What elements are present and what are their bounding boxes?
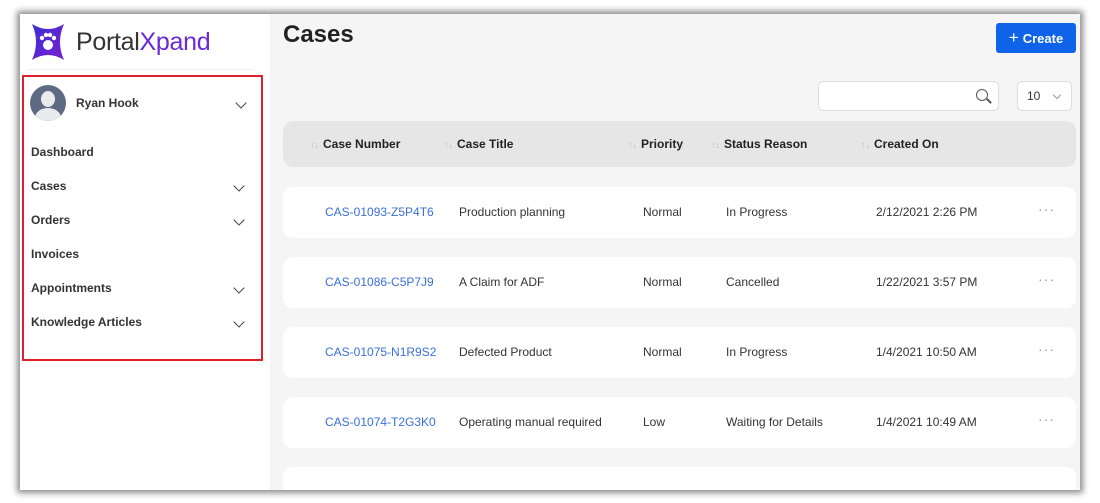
chevron-down-icon[interactable] xyxy=(233,316,245,328)
page-size-value: 10 xyxy=(1027,89,1041,103)
sort-icon[interactable]: ↑↓ xyxy=(310,140,319,150)
app-window: PortalXpand Ryan Hook Dashboard Cases Or… xyxy=(20,14,1080,490)
priority: Normal xyxy=(643,205,682,219)
table-row[interactable]: CAS-01093-Z5P4T6 Production planning Norma… xyxy=(283,187,1076,238)
logo-icon xyxy=(32,24,64,60)
sort-icon[interactable]: ↑↓ xyxy=(444,140,453,150)
brand-name: PortalXpand xyxy=(76,27,211,56)
sidebar-item-appointments[interactable]: Appointments xyxy=(31,278,253,298)
status-reason: In Progress xyxy=(726,345,788,359)
column-created-on[interactable]: ↑↓ Created On xyxy=(861,137,939,151)
table-row[interactable]: CAS-01075-N1R9S2 Defected Product Normal In… xyxy=(283,327,1076,378)
table-row[interactable]: CAS-01086-C5P7J9 A Claim for ADF Normal Can… xyxy=(283,257,1076,308)
created-on: 1/22/2021 3:57 PM xyxy=(876,275,978,289)
table-row[interactable] xyxy=(283,467,1076,490)
case-number-link[interactable]: CAS-01074-T2G3K0 xyxy=(325,415,436,429)
status-reason: Waiting for Details xyxy=(726,415,823,429)
case-number-link[interactable]: CAS-01086-C5P7J9 xyxy=(325,275,434,289)
column-case-title[interactable]: ↑↓ Case Title xyxy=(444,137,513,151)
page-title: Cases xyxy=(283,21,354,48)
nav-highlight-box: Ryan Hook Dashboard Cases Orders Invoice… xyxy=(22,75,263,361)
case-title: Defected Product xyxy=(459,345,552,359)
sidebar-item-knowledge-articles[interactable]: Knowledge Articles xyxy=(31,312,253,332)
sort-icon[interactable]: ↑↓ xyxy=(711,140,720,150)
column-label: Case Title xyxy=(457,137,514,151)
column-label: Status Reason xyxy=(724,137,808,151)
more-options-icon[interactable]: ··· xyxy=(1038,411,1055,427)
page-size-select[interactable]: 10 xyxy=(1017,81,1072,111)
column-label: Case Number xyxy=(323,137,401,151)
case-title: Operating manual required xyxy=(459,415,602,429)
chevron-down-icon[interactable] xyxy=(233,180,245,192)
column-case-number[interactable]: ↑↓ Case Number xyxy=(310,137,400,151)
sidebar: PortalXpand Ryan Hook Dashboard Cases Or… xyxy=(20,14,270,490)
more-options-icon[interactable]: ··· xyxy=(1038,341,1055,357)
status-reason: Cancelled xyxy=(726,275,780,289)
table-header: ↑↓ Case Number ↑↓ Case Title ↑↓ Priority ↑↓… xyxy=(283,121,1076,167)
column-priority[interactable]: ↑↓ Priority xyxy=(628,137,683,151)
case-title: Production planning xyxy=(459,205,566,219)
created-on: 1/4/2021 10:50 AM xyxy=(876,345,977,359)
chevron-down-icon[interactable] xyxy=(233,282,245,294)
column-label: Created On xyxy=(874,137,939,151)
chevron-down-icon[interactable] xyxy=(235,97,247,109)
nav-label: Appointments xyxy=(31,281,112,295)
divider xyxy=(28,69,253,70)
sidebar-item-cases[interactable]: Cases xyxy=(31,176,253,196)
more-options-icon[interactable]: ··· xyxy=(1038,271,1055,287)
created-on: 1/4/2021 10:49 AM xyxy=(876,415,977,429)
priority: Low xyxy=(643,415,666,429)
chevron-down-icon xyxy=(1053,90,1062,99)
sidebar-item-dashboard[interactable]: Dashboard xyxy=(31,142,253,162)
table-row[interactable]: CAS-01074-T2G3K0 Operating manual require… xyxy=(283,397,1076,448)
priority: Normal xyxy=(643,275,682,289)
user-name: Ryan Hook xyxy=(76,96,139,110)
more-options-icon[interactable]: ··· xyxy=(1038,201,1055,217)
search-icon[interactable] xyxy=(976,89,988,101)
user-menu[interactable]: Ryan Hook xyxy=(30,85,255,121)
create-label: Create xyxy=(1022,30,1064,46)
avatar xyxy=(30,85,66,121)
nav-label: Cases xyxy=(31,179,67,193)
nav-label: Dashboard xyxy=(31,145,94,159)
logo[interactable]: PortalXpand xyxy=(28,22,211,62)
sort-icon[interactable]: ↑↓ xyxy=(628,140,637,150)
plus-icon: + xyxy=(1008,28,1019,47)
nav-label: Invoices xyxy=(31,247,80,261)
nav-label: Knowledge Articles xyxy=(31,315,142,329)
chevron-down-icon[interactable] xyxy=(233,214,245,226)
status-reason: In Progress xyxy=(726,205,788,219)
sidebar-item-invoices[interactable]: Invoices xyxy=(31,244,253,264)
column-status-reason[interactable]: ↑↓ Status Reason xyxy=(711,137,807,151)
created-on: 2/12/2021 2:26 PM xyxy=(876,205,978,219)
search-input[interactable] xyxy=(818,81,999,111)
sidebar-item-orders[interactable]: Orders xyxy=(31,210,253,230)
sort-icon[interactable]: ↑↓ xyxy=(861,140,870,150)
case-title: A Claim for ADF xyxy=(459,275,545,289)
nav-label: Orders xyxy=(31,213,71,227)
main-content: Cases + Create 10 ↑↓ Case Number ↑↓ Case Ti… xyxy=(270,14,1080,490)
case-number-link[interactable]: CAS-01075-N1R9S2 xyxy=(325,345,437,359)
case-number-link[interactable]: CAS-01093-Z5P4T6 xyxy=(325,205,434,219)
column-label: Priority xyxy=(641,137,684,151)
create-button[interactable]: + Create xyxy=(996,23,1076,53)
priority: Normal xyxy=(643,345,682,359)
